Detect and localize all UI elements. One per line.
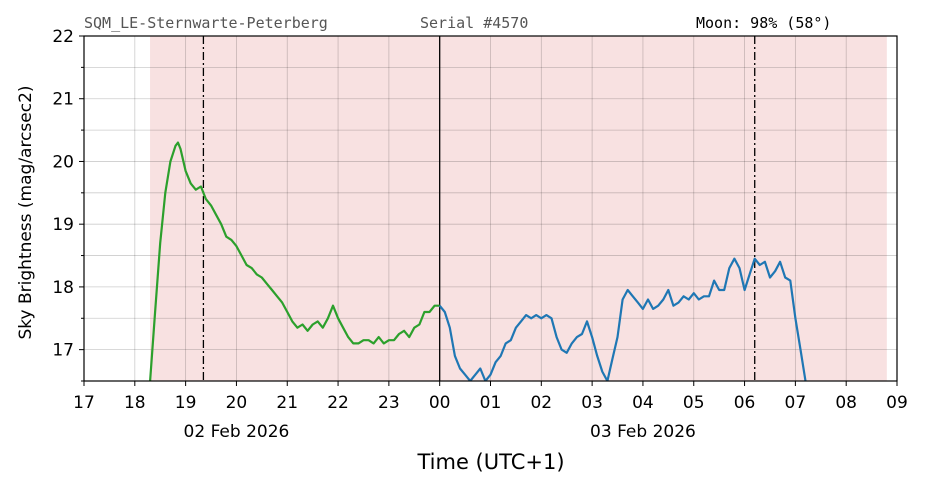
x-tick-label: 02 — [530, 393, 552, 413]
y-tick-label: 20 — [52, 152, 74, 172]
series-line-evening — [149, 141, 440, 381]
x-tick-label: 06 — [734, 393, 756, 413]
x-tick-label: 05 — [683, 393, 705, 413]
y-tick-label: 18 — [52, 278, 74, 298]
serial-number: Serial #4570 — [420, 14, 529, 32]
x-tick-label: 07 — [785, 393, 807, 413]
y-axis-label: Sky Brightness (mag/arcsec2) — [16, 85, 36, 339]
y-tick-label: 22 — [52, 27, 74, 47]
date-label: 02 Feb 2026 — [184, 422, 290, 442]
x-tick-label: 18 — [124, 393, 146, 413]
x-tick-label: 03 — [581, 393, 603, 413]
series-line-morning — [438, 257, 807, 381]
x-tick-label: 08 — [835, 393, 857, 413]
y-tick-label: 21 — [52, 90, 74, 110]
x-tick-label: 20 — [226, 393, 248, 413]
night-shading — [150, 36, 887, 381]
x-tick-label: 17 — [73, 393, 95, 413]
site-name: SQM_LE-Sternwarte-Peterberg — [84, 14, 328, 32]
x-tick-label: 19 — [175, 393, 197, 413]
x-axis-label: Time (UTC+1) — [416, 450, 564, 474]
x-tick-label: 22 — [327, 393, 349, 413]
x-tick-label: 09 — [886, 393, 908, 413]
x-tick-label: 23 — [378, 393, 400, 413]
x-tick-label: 00 — [429, 393, 451, 413]
y-tick-label: 17 — [52, 341, 74, 361]
x-tick-label: 01 — [480, 393, 502, 413]
date-label: 03 Feb 2026 — [590, 422, 696, 442]
x-tick-label: 04 — [632, 393, 654, 413]
moon-info: Moon: 98% (58°) — [696, 14, 832, 32]
y-tick-label: 19 — [52, 215, 74, 235]
x-tick-label: 21 — [276, 393, 298, 413]
